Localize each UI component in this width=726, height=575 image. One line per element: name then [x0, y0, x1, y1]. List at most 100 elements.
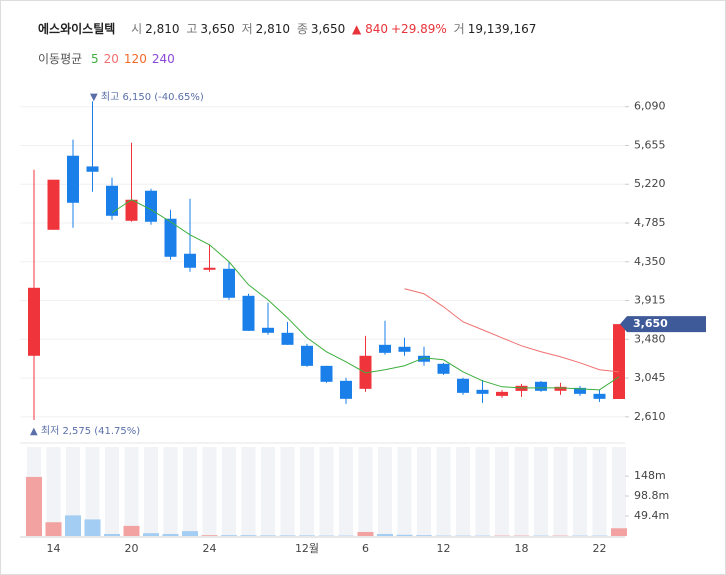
x-tick-label: 12 [437, 542, 451, 555]
y-tick-label: 49.4m [634, 509, 669, 522]
volume-bar [123, 525, 140, 536]
volume-slot [124, 447, 139, 536]
ma-legend: 이동평균 5 20 120 240 [38, 50, 180, 67]
x-tick-label: 18 [515, 542, 529, 555]
candle-body [281, 332, 294, 345]
candle-body [613, 324, 625, 400]
volume-bar [396, 534, 413, 536]
candle-body [125, 199, 138, 221]
value: 19,139,167 [467, 22, 537, 36]
candle-body [262, 327, 274, 333]
candle-body [301, 345, 313, 366]
volume-bar [65, 515, 81, 536]
candle-body [184, 253, 196, 268]
volume-slot [85, 447, 100, 536]
candle-body [457, 378, 469, 393]
candle-body [574, 387, 586, 394]
candle-body [203, 267, 216, 270]
volume-bar [162, 533, 179, 536]
volume-slot [339, 447, 353, 536]
candle-body [320, 365, 333, 382]
volume-bar [221, 535, 237, 536]
candle-body [106, 185, 118, 216]
volume-slot [261, 447, 275, 536]
volume-slot [378, 447, 392, 536]
y-tick-label: 2,610 [634, 410, 666, 423]
value: 3,650 [310, 22, 346, 36]
volume-slot [144, 447, 158, 536]
candle-body [476, 389, 489, 394]
volume-slot [280, 447, 295, 536]
volume-bar [611, 528, 627, 536]
volume-slot [300, 447, 314, 536]
candle-body [164, 218, 177, 257]
volume-bar [26, 476, 42, 536]
candle-body [554, 386, 567, 391]
volume-bar [416, 535, 432, 536]
candle-body [340, 380, 352, 399]
ma-period: 120 [123, 52, 147, 66]
value: 2,810 [255, 22, 290, 36]
candle-body [145, 190, 157, 222]
candle-body [242, 295, 255, 331]
volume-slot [163, 447, 178, 536]
y-tick-label: 5,655 [634, 138, 666, 151]
y-tick-label: 5,220 [634, 177, 666, 190]
last-price-tag [620, 316, 706, 333]
volume-slot [553, 447, 568, 536]
volume-slot [456, 447, 470, 536]
volume-bar [279, 535, 296, 536]
ma-period: 20 [103, 52, 119, 66]
volume-bar [45, 522, 62, 536]
change-pct: +29.89% [391, 22, 447, 36]
last-price-label: 3,650 [633, 317, 668, 330]
volume-slot [436, 447, 451, 536]
y-tick-label: 98.8m [634, 489, 669, 502]
volume-slot [417, 447, 431, 536]
volume-bar [260, 535, 276, 536]
y-tick-label: 3,480 [634, 332, 666, 345]
volume-slot [66, 447, 80, 536]
ma-label: 이동평균 [38, 52, 83, 66]
volume-bar [240, 535, 257, 536]
volume-bar [201, 535, 218, 536]
value: 2,810 [145, 22, 180, 36]
moving-average-line [404, 288, 620, 373]
volume-slot [241, 447, 256, 536]
volume-slot [612, 447, 626, 536]
candle-body [418, 355, 430, 362]
high-annotation: ▼ 최고 6,150 (-40.65%) [90, 91, 204, 103]
moving-average-line [111, 199, 620, 391]
volume-slot [183, 447, 197, 536]
volume-slot [534, 447, 548, 536]
candle-body [437, 363, 450, 374]
volume-bar [377, 533, 393, 536]
volume-bar [299, 535, 315, 536]
volume-slot [475, 447, 490, 536]
volume-slot [222, 447, 236, 536]
volume-bar [143, 533, 159, 536]
volume-bar [104, 533, 120, 536]
volume-slot [202, 447, 217, 536]
value: 3,650 [200, 22, 235, 36]
volume-slot [592, 447, 607, 536]
y-tick-label: 148m [634, 469, 666, 482]
change: ▲ 840 [352, 22, 388, 36]
volume-slot [495, 447, 509, 536]
label: 거 [453, 22, 465, 36]
x-tick-label: 12월 [295, 542, 319, 555]
y-tick-label: 3,045 [634, 371, 666, 384]
volume-bar [84, 519, 101, 536]
candle-body [28, 287, 40, 356]
stock-name: 에스와이스틸텍 [38, 22, 116, 36]
candle-body [86, 166, 99, 172]
label: 고 [186, 22, 198, 36]
ma-period: 240 [151, 52, 175, 66]
y-tick-label: 4,785 [634, 216, 666, 229]
candle-body [379, 344, 391, 353]
y-tick-label: 6,090 [634, 100, 666, 113]
volume-bar [357, 531, 374, 536]
volume-slot [319, 447, 334, 536]
volume-slot [105, 447, 119, 536]
volume-slot [573, 447, 587, 536]
